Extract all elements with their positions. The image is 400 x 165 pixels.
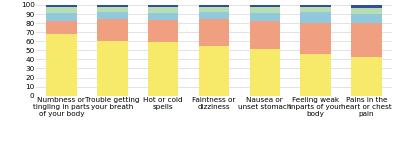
Bar [46, 7, 77, 13]
Bar [148, 5, 178, 7]
Bar [300, 54, 331, 96]
Bar [300, 12, 331, 23]
Bar [250, 5, 280, 7]
Bar [46, 5, 77, 7]
Bar [148, 7, 178, 13]
Bar [300, 5, 331, 7]
Bar [250, 21, 280, 50]
Bar [199, 7, 229, 12]
Bar [351, 14, 382, 23]
Bar [250, 7, 280, 13]
Bar [46, 13, 77, 21]
Bar [97, 12, 128, 19]
Bar [250, 13, 280, 21]
Bar [46, 34, 77, 96]
Bar [199, 46, 229, 96]
Bar [148, 42, 178, 96]
Bar [199, 19, 229, 46]
Bar [351, 8, 382, 14]
Bar [300, 7, 331, 12]
Bar [97, 41, 128, 96]
Bar [351, 23, 382, 57]
Bar [97, 7, 128, 12]
Bar [46, 21, 77, 34]
Bar [148, 13, 178, 20]
Bar [250, 50, 280, 96]
Bar [199, 5, 229, 7]
Bar [97, 19, 128, 41]
Bar [351, 57, 382, 96]
Bar [199, 12, 229, 19]
Bar [148, 20, 178, 42]
Bar [97, 5, 128, 7]
Bar [351, 5, 382, 8]
Bar [300, 23, 331, 54]
